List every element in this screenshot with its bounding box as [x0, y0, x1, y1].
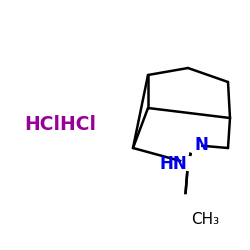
Text: CH₃: CH₃	[191, 212, 219, 227]
Text: N: N	[195, 136, 209, 154]
Text: HClHCl: HClHCl	[24, 116, 96, 134]
Text: HN: HN	[159, 155, 187, 173]
